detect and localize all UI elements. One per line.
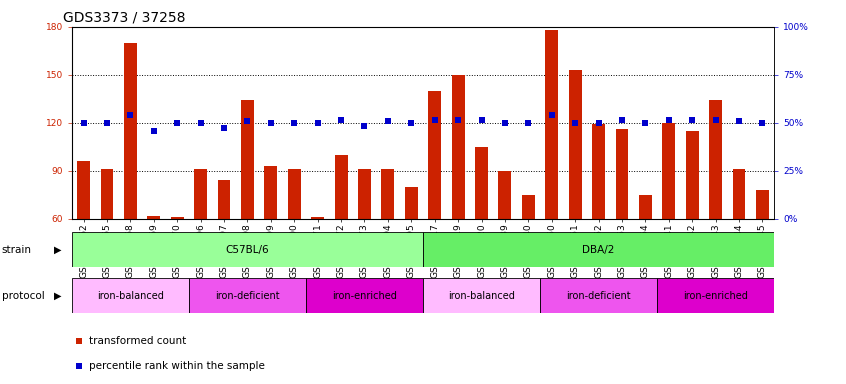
Point [147, 128, 161, 134]
Point [264, 120, 277, 126]
Point [334, 117, 348, 123]
Bar [288, 169, 300, 219]
Point [709, 117, 722, 123]
Bar [72, 278, 189, 313]
Bar [101, 169, 113, 219]
Point [240, 118, 254, 124]
Text: strain: strain [2, 245, 31, 255]
Text: ▶: ▶ [54, 245, 62, 255]
Bar [77, 161, 90, 219]
Bar [616, 129, 629, 219]
Bar [498, 171, 511, 219]
Point [733, 118, 746, 124]
Point [755, 120, 769, 126]
Bar [311, 217, 324, 219]
Text: iron-deficient: iron-deficient [215, 291, 280, 301]
Point [498, 120, 512, 126]
Text: GDS3373 / 37258: GDS3373 / 37258 [63, 11, 186, 25]
Bar [241, 101, 254, 219]
Bar [195, 169, 207, 219]
Bar [265, 166, 277, 219]
Bar [382, 169, 394, 219]
Bar [540, 278, 657, 313]
Point [194, 120, 207, 126]
Text: C57BL/6: C57BL/6 [226, 245, 269, 255]
Bar [423, 278, 540, 313]
Bar [405, 187, 418, 219]
Point [615, 117, 629, 123]
Point [662, 117, 675, 123]
Point [521, 120, 536, 126]
Bar [358, 169, 371, 219]
Point [404, 120, 418, 126]
Point [170, 120, 184, 126]
Bar [72, 232, 423, 267]
Point [77, 120, 91, 126]
Point [124, 112, 137, 118]
Bar [335, 155, 348, 219]
Point [72, 363, 85, 369]
Bar [423, 232, 774, 267]
Text: iron-balanced: iron-balanced [448, 291, 515, 301]
Point [591, 120, 605, 126]
Text: ▶: ▶ [54, 291, 62, 301]
Point [100, 120, 113, 126]
Bar [657, 278, 774, 313]
Bar [147, 216, 160, 219]
Text: DBA/2: DBA/2 [582, 245, 615, 255]
Bar [217, 180, 230, 219]
Bar [733, 169, 745, 219]
Point [569, 120, 582, 126]
Bar [171, 217, 184, 219]
Bar [546, 30, 558, 219]
Bar [569, 70, 581, 219]
Bar [124, 43, 137, 219]
Bar [475, 147, 488, 219]
Point [217, 124, 231, 131]
Bar [756, 190, 769, 219]
Point [685, 117, 699, 123]
Text: iron-balanced: iron-balanced [97, 291, 164, 301]
Text: protocol: protocol [2, 291, 45, 301]
Point [288, 120, 301, 126]
Bar [639, 195, 651, 219]
Text: iron-deficient: iron-deficient [566, 291, 631, 301]
Point [545, 112, 558, 118]
Bar [189, 278, 306, 313]
Point [475, 117, 488, 123]
Point [428, 117, 442, 123]
Bar [428, 91, 441, 219]
Text: percentile rank within the sample: percentile rank within the sample [90, 361, 266, 371]
Point [311, 120, 325, 126]
Text: transformed count: transformed count [90, 336, 187, 346]
Bar [662, 123, 675, 219]
Text: iron-enriched: iron-enriched [332, 291, 397, 301]
Bar [592, 124, 605, 219]
Bar [709, 101, 722, 219]
Bar [522, 195, 535, 219]
Point [381, 118, 394, 124]
Point [452, 117, 465, 123]
Bar [452, 75, 464, 219]
Point [358, 123, 371, 129]
Point [639, 120, 652, 126]
Bar [686, 131, 699, 219]
Bar [306, 278, 423, 313]
Point [72, 338, 85, 344]
Text: iron-enriched: iron-enriched [683, 291, 748, 301]
